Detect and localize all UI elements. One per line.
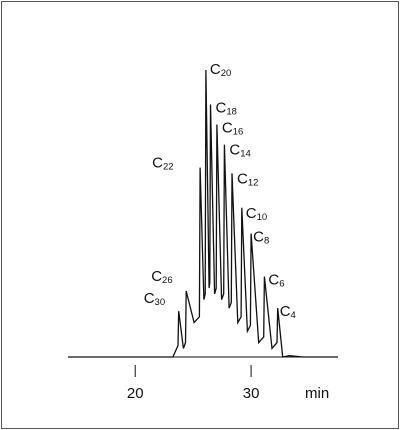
x-tick-label-20: 20 (127, 385, 144, 402)
peak-label-letter: C (280, 303, 291, 320)
peak-label-subscript: 16 (233, 127, 244, 138)
peak-label-c30: C30 (144, 290, 165, 308)
peak-label-letter: C (151, 268, 162, 285)
peak-label-letter: C (144, 290, 155, 307)
peak-label-subscript: 18 (226, 106, 237, 117)
peak-label-letter: C (237, 170, 248, 187)
x-tick-label-30: 30 (243, 385, 260, 402)
peak-label-c18: C18 (216, 99, 237, 117)
x-axis-label: min (305, 385, 329, 402)
peak-label-letter: C (268, 272, 279, 289)
peak-label-c14: C14 (229, 142, 250, 160)
peak-label-subscript: 20 (221, 68, 232, 79)
peak-label-subscript: 26 (162, 275, 173, 286)
peak-label-subscript: 14 (240, 149, 251, 160)
peak-label-c26: C26 (151, 268, 172, 286)
peak-label-letter: C (152, 155, 163, 172)
peak-label-c4: C4 (280, 303, 296, 321)
peak-label-c10: C10 (246, 205, 267, 223)
peak-label-subscript: 8 (264, 236, 269, 247)
peak-label-c16: C16 (222, 120, 243, 138)
peak-label-letter: C (253, 229, 264, 246)
peak-label-letter: C (222, 120, 233, 137)
chromatogram-trace (68, 69, 338, 358)
peak-label-c8: C8 (253, 229, 269, 247)
peak-label-subscript: 6 (279, 279, 284, 290)
peak-label-subscript: 30 (155, 297, 166, 308)
peak-label-letter: C (229, 142, 240, 159)
peak-label-letter: C (216, 99, 227, 116)
peak-label-letter: C (210, 61, 221, 78)
peak-label-c6: C6 (268, 272, 284, 290)
peak-label-subscript: 10 (257, 212, 268, 223)
peak-label-letter: C (246, 205, 257, 222)
peak-label-c20: C20 (210, 61, 231, 79)
peak-label-subscript: 4 (291, 310, 296, 321)
peak-label-c12: C12 (237, 170, 258, 188)
peak-label-subscript: 12 (248, 177, 259, 188)
peak-label-subscript: 22 (163, 162, 174, 173)
peak-label-c22: C22 (152, 155, 173, 173)
